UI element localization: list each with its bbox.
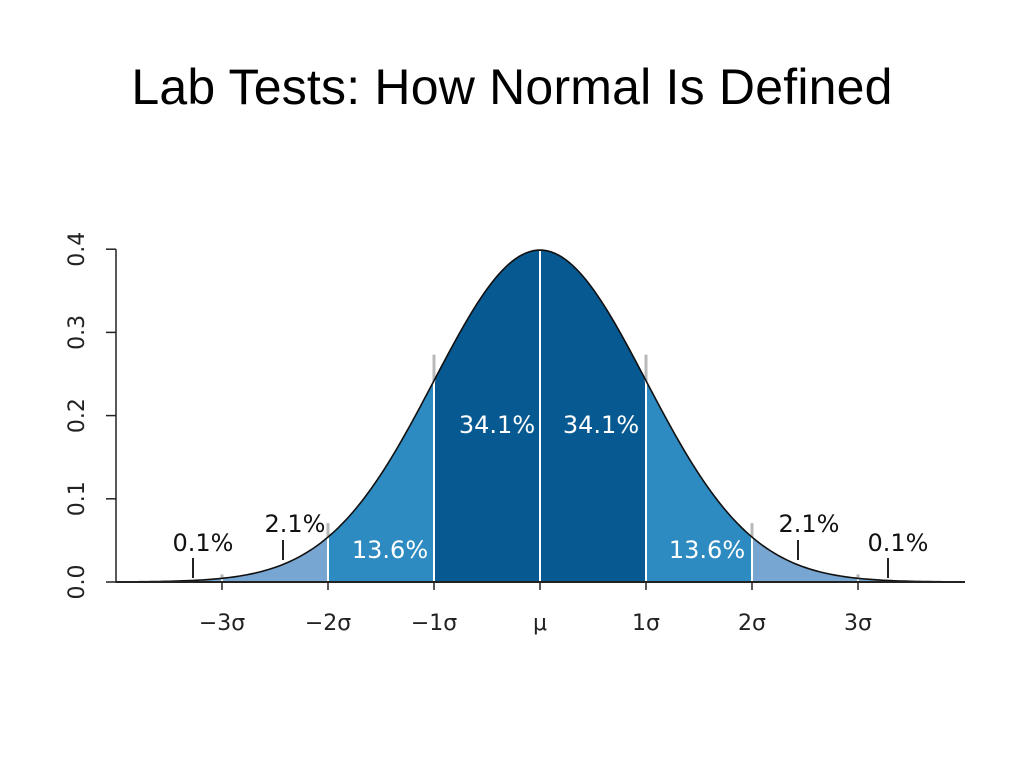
y-tick-label: 0.1 [65,481,90,516]
x-tick-label: μ [533,611,547,636]
labels-layer: 13.6% 34.1% 34.1% 13.6% 2.1% 2.1% 0.1% 0.1% [173,411,929,578]
density-curve [115,249,966,583]
pct-label: 2.1% [265,510,326,538]
bands-layer [116,250,965,582]
pct-label: 0.1% [173,529,234,557]
x-tick-label: 2σ [738,611,766,636]
pct-label: 13.6% [669,536,745,564]
pct-label: 34.1% [459,411,535,439]
x-tick-label: −2σ [305,611,351,636]
x-tick-label: −3σ [199,611,245,636]
band-area-4 [222,537,328,582]
pct-label: 2.1% [779,510,840,538]
x-tick-label: 3σ [844,611,872,636]
y-tick-label: 0.4 [65,232,90,267]
x-tick-label: 1σ [632,611,660,636]
x-tick-label: −1σ [411,611,457,636]
pct-label: 34.1% [563,411,639,439]
curve-layer [115,249,966,583]
band-area-5 [752,537,858,582]
y-tick-label: 0.0 [65,565,90,600]
y-tick-label: 0.2 [65,398,90,433]
axes-layer: 0.0 0.1 0.2 0.3 0.4 −3σ −2σ −1σ μ 1σ 2σ 3σ [65,232,965,636]
pct-label: 0.1% [868,529,929,557]
y-tick-label: 0.3 [65,315,90,350]
slide-title: Lab Tests: How Normal Is Defined [131,59,893,115]
pct-label: 13.6% [352,536,428,564]
